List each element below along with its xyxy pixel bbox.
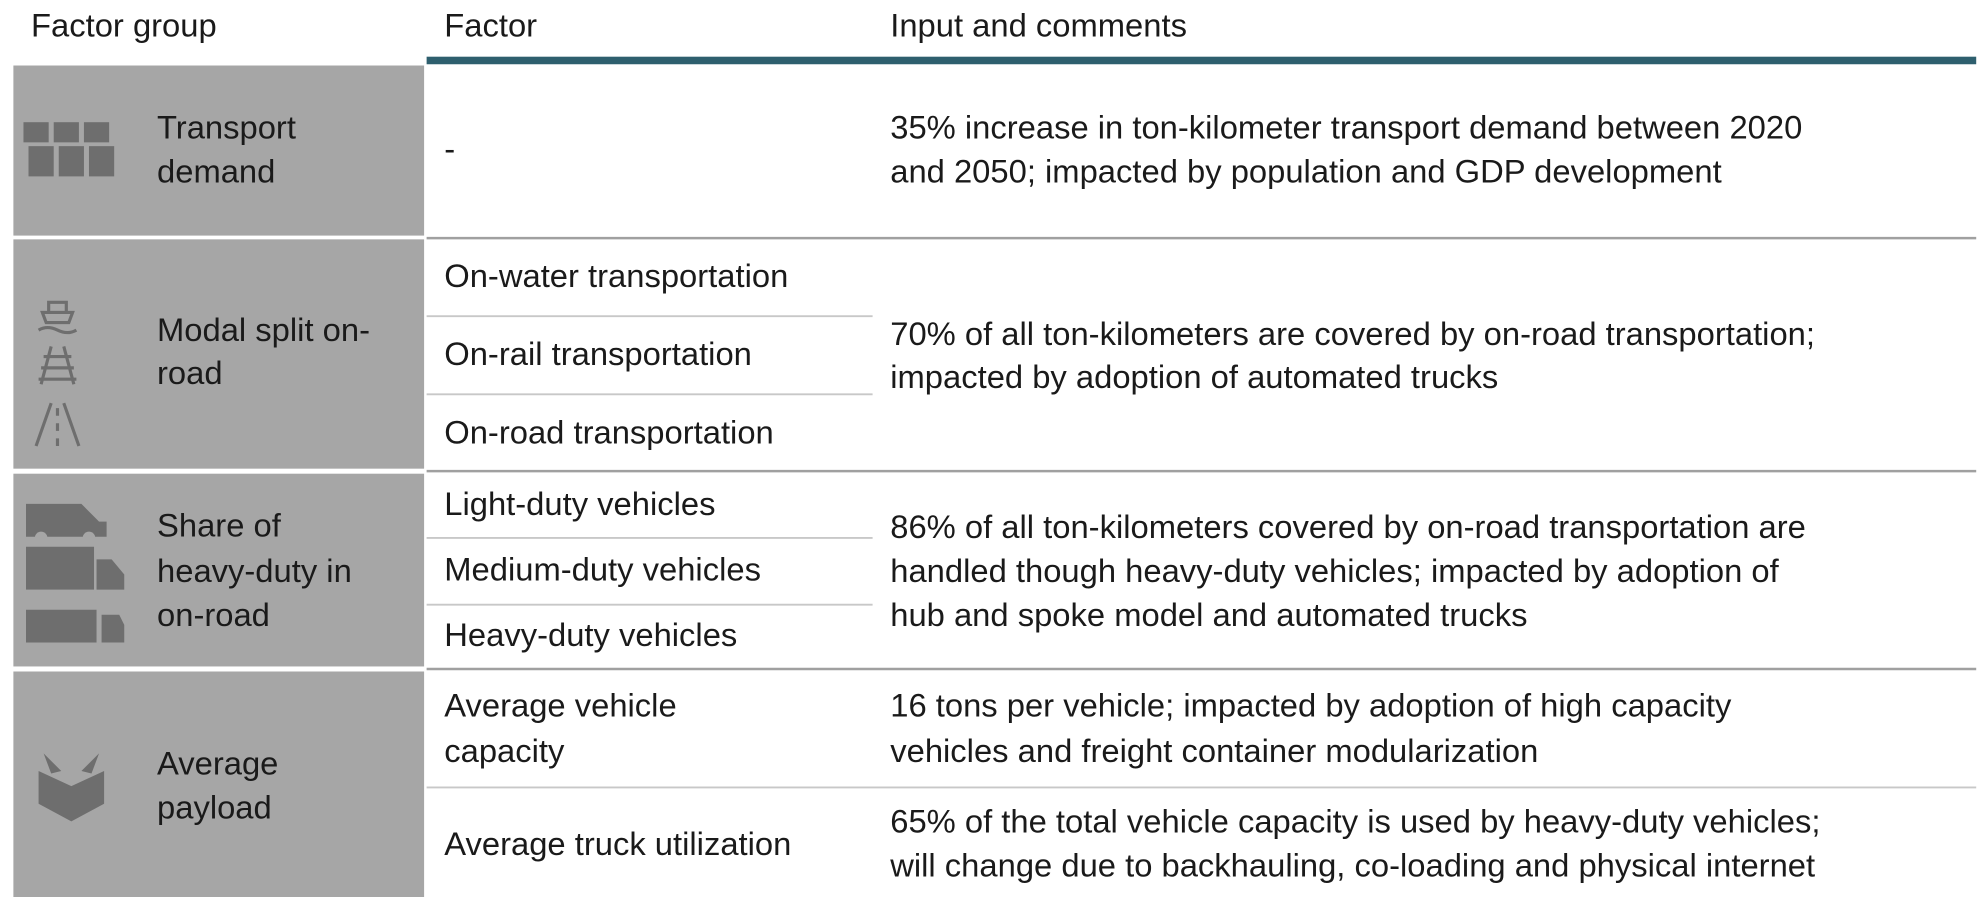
factor-label: Heavy-duty vehicles [444, 616, 737, 653]
header-cell: Input and comments [890, 6, 1187, 43]
row-lines [426, 236, 1977, 671]
group-label: Modal split on- [157, 311, 370, 348]
comment-text: vehicles and freight container modulariz… [890, 732, 1538, 769]
factor-label: - [444, 130, 455, 167]
factor-label: Average vehicle [444, 687, 676, 724]
factor-label: Light-duty vehicles [444, 485, 715, 522]
factor-label: On-water transportation [444, 257, 788, 294]
group-label: Share of [157, 507, 282, 544]
comment-text: 35% increase in ton-kilometer transport … [890, 108, 1802, 145]
group-label: road [157, 354, 223, 391]
comment-text: and 2050; impacted by population and GDP… [890, 153, 1721, 190]
comment-text: 86% of all ton-kilometers covered by on-… [890, 508, 1806, 545]
header-cell: Factor group [31, 6, 217, 43]
group-label: on-road [157, 596, 270, 633]
comment-text: 70% of all ton-kilometers are covered by… [890, 315, 1815, 352]
group-label: heavy-duty in [157, 552, 352, 589]
comment-text: handled though heavy-duty vehicles; impa… [890, 552, 1779, 589]
comment-text: 65% of the total vehicle capacity is use… [890, 803, 1820, 840]
mode-icons [34, 300, 81, 447]
factor-label: On-road transportation [444, 413, 774, 450]
header-cell: Factor [444, 6, 537, 43]
comment-text: impacted by adoption of automated trucks [890, 358, 1498, 395]
truck-icons [25, 503, 125, 643]
factor-label: Medium-duty vehicles [444, 551, 761, 588]
header-rule [426, 56, 1977, 65]
factor-label: On-rail transportation [444, 335, 752, 372]
factor-label: capacity [444, 732, 565, 769]
group-cell [13, 671, 425, 897]
group-label: payload [157, 789, 272, 826]
group-cell [13, 239, 425, 469]
group-label: Transport [157, 108, 296, 145]
boxes-icon [23, 122, 115, 177]
comment-text: will change due to backhauling, co-loadi… [889, 847, 1815, 884]
group-label: Average [157, 745, 278, 782]
factor-label: Average truck utilization [444, 825, 791, 862]
comment-text: 16 tons per vehicle; impacted by adoptio… [890, 687, 1732, 724]
payload-icon [38, 753, 105, 822]
sub-lines [426, 315, 1977, 789]
comment-text: hub and spoke model and automated trucks [890, 596, 1527, 633]
group-label: demand [157, 153, 275, 190]
